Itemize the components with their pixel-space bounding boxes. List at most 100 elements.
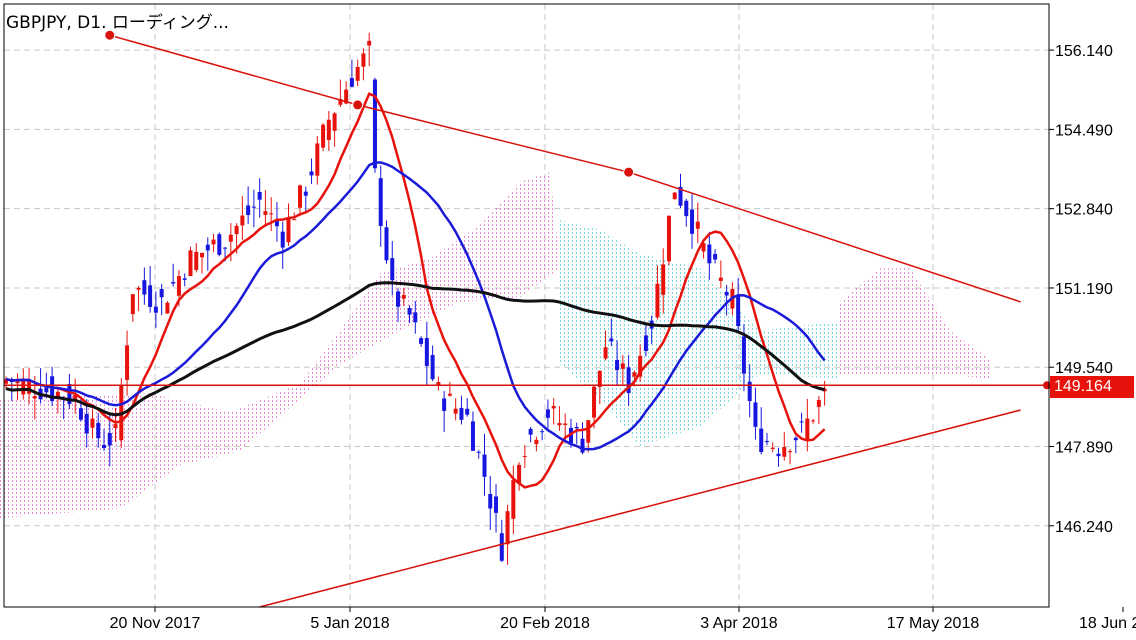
candle-body [396, 291, 401, 307]
candle-body [263, 211, 268, 215]
candle-body [805, 418, 810, 440]
candle-body [228, 234, 233, 242]
candle-body [701, 243, 706, 252]
cloud-bull-area-future [840, 268, 990, 379]
ma-slow-line [5, 281, 825, 417]
candle-body [349, 78, 354, 87]
candle-body [695, 221, 700, 229]
candle-body [672, 192, 677, 200]
trendlines [4, 29, 1051, 608]
chart-title: GBPJPY, D1. ローディング... [6, 13, 229, 33]
candle-body [816, 400, 821, 407]
candle-body [638, 355, 643, 377]
candle-body [217, 234, 222, 255]
candle-body [355, 67, 360, 81]
candle-body [793, 437, 798, 441]
candle-body [251, 206, 256, 208]
candle-body [332, 113, 337, 131]
candle-body [770, 447, 775, 449]
x-tick-label: 20 Nov 2017 [110, 615, 201, 632]
candle-body [67, 384, 72, 404]
candle-body [194, 251, 199, 270]
candle-body [125, 345, 130, 380]
candle-body [182, 278, 187, 280]
candle-body [666, 215, 671, 262]
candle-body [315, 143, 320, 176]
candle-body [736, 294, 741, 327]
candle-body [442, 398, 447, 411]
candle-body [534, 439, 539, 445]
candle-body [298, 185, 303, 208]
candle-body [643, 335, 648, 352]
candle-body [505, 511, 510, 545]
candle-body [361, 53, 366, 67]
trendline-anchor-point [352, 99, 364, 111]
candle-body [90, 418, 95, 428]
candle-body [811, 420, 816, 422]
candle-body [367, 40, 372, 46]
candle-body [142, 280, 147, 295]
candle-body [159, 288, 164, 298]
candle-body [223, 247, 228, 249]
candle-body [822, 388, 827, 392]
candle-body [84, 413, 89, 434]
candle-body [776, 453, 781, 457]
candle-body [528, 428, 533, 435]
candle-body [32, 396, 37, 399]
candle-body [592, 386, 597, 418]
ma-mid-line [5, 161, 826, 451]
candle-body [753, 402, 758, 427]
x-tick-label: 3 Apr 2018 [700, 615, 778, 632]
candle-body [741, 336, 746, 374]
trendline-anchor-point [104, 29, 116, 41]
candle-body [107, 433, 112, 446]
candle-body [470, 421, 475, 451]
candle-body [540, 431, 545, 433]
candle-body [176, 276, 181, 296]
candle-body [55, 391, 60, 397]
candle-body [96, 422, 101, 439]
candle-body [690, 209, 695, 234]
candle-body [344, 89, 349, 104]
candle-body [661, 264, 666, 295]
candle-body [257, 191, 262, 200]
candle-body [200, 252, 205, 258]
x-tick-label: 18 Jun 2018 [1079, 615, 1136, 632]
candle-body [586, 420, 591, 443]
candle-body [280, 231, 285, 248]
candle-body [459, 407, 464, 420]
candle-body [378, 178, 383, 226]
candle-body [603, 347, 608, 359]
trendline-resistance [109, 34, 1021, 303]
candle-body [211, 239, 216, 245]
candle-body [240, 215, 245, 226]
candle-body [424, 337, 429, 366]
candle-body [764, 441, 769, 443]
candle-body [309, 171, 314, 176]
candle-body [517, 464, 522, 484]
candle-body [511, 480, 516, 519]
x-tick-label: 17 May 2018 [887, 615, 980, 632]
candle-body [632, 372, 637, 377]
candle-body [407, 307, 412, 315]
candle-body [4, 379, 8, 384]
candle-body [286, 218, 291, 243]
candle-body [338, 98, 343, 105]
candle-body [494, 496, 499, 513]
candle-body [678, 186, 683, 206]
candle-body [384, 227, 389, 261]
candle-body [292, 219, 297, 221]
x-tick-label: 20 Feb 2018 [500, 615, 590, 632]
candle-body [707, 244, 712, 264]
candle-body [782, 447, 787, 457]
candle-body [73, 395, 78, 400]
candle-body [488, 494, 493, 509]
candle-body [747, 381, 752, 402]
candle-body [401, 294, 406, 299]
candle-body [499, 533, 504, 561]
candle-body [436, 381, 441, 386]
candle-body [453, 408, 458, 414]
candle-body [482, 454, 487, 477]
candle-body [447, 393, 452, 396]
candle-body [574, 427, 579, 429]
